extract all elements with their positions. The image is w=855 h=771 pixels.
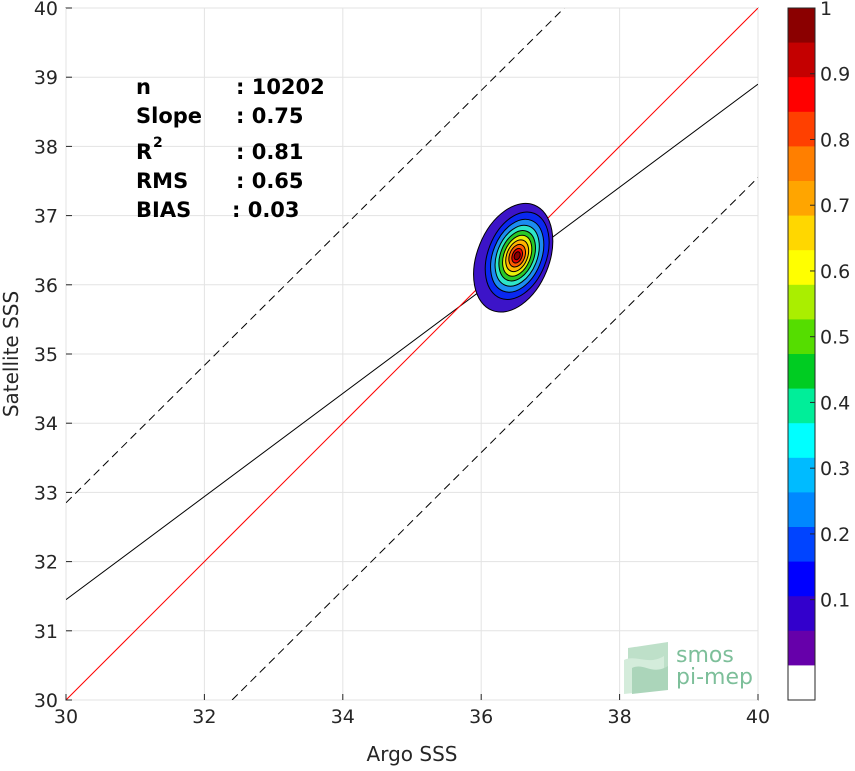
y-tick-label: 40	[34, 0, 58, 20]
colorbar-segment	[788, 8, 815, 44]
colorbar-segment	[788, 527, 815, 563]
x-tick-label: 30	[54, 706, 78, 728]
colorbar-segment	[788, 77, 815, 113]
contour-level	[513, 251, 521, 261]
reference-lines	[66, 8, 758, 700]
logo-wave-icon	[624, 642, 668, 694]
colorbar-frame	[787, 7, 816, 701]
identity-line	[66, 8, 758, 700]
stat-bias-value: : 0.03	[232, 198, 300, 222]
colorbar-segment	[788, 42, 815, 78]
colorbar-segment	[788, 250, 815, 286]
colorbar-segment	[788, 457, 815, 493]
stat-r2-value: : 0.81	[236, 140, 304, 164]
x-tick-label: 38	[608, 706, 632, 728]
logo-text-smos: smos	[676, 643, 734, 668]
x-tick-label: 32	[192, 706, 216, 728]
colorbar-segment	[788, 630, 815, 666]
density-contours	[473, 202, 554, 313]
colorbar-tick-label: 0.7	[820, 195, 850, 217]
colorbar	[787, 7, 816, 701]
colorbar-tick-label: 0.8	[820, 129, 850, 151]
smos-pi-mep-logo: smos pi-mep	[624, 642, 753, 694]
colorbar-segment	[788, 181, 815, 217]
y-tick-label: 31	[34, 621, 58, 643]
x-tick-label: 34	[331, 706, 355, 728]
stat-slope-label: Slope	[136, 104, 202, 128]
y-tick-label: 33	[34, 482, 58, 504]
x-tick-label: 36	[469, 706, 493, 728]
y-axis-ticks: 30 31 32 33 34 35 36 37 38 39 40	[34, 0, 72, 712]
colorbar-tick-label: 0.2	[820, 524, 850, 546]
upper-dashed-line	[66, 8, 565, 504]
y-tick-label: 37	[34, 206, 58, 228]
y-tick-label: 39	[34, 67, 58, 89]
stat-rms-value: : 0.65	[236, 169, 304, 193]
colorbar-segment	[788, 215, 815, 251]
grid-lines	[65, 7, 759, 701]
colorbar-tick-label: 0.3	[820, 458, 850, 480]
colorbar-segment	[788, 111, 815, 147]
y-axis-label: Satellite SSS	[0, 291, 23, 417]
x-axis-label: Argo SSS	[367, 742, 458, 766]
x-tick-label: 40	[746, 706, 770, 728]
y-tick-label: 38	[34, 136, 58, 158]
colorbar-tick-label: 0.6	[820, 261, 850, 283]
colorbar-tick-label: 1	[820, 0, 832, 20]
logo-text-pi-mep: pi-mep	[676, 665, 753, 690]
colorbar-segment	[788, 492, 815, 528]
y-tick-label: 34	[34, 413, 58, 435]
colorbar-segment	[788, 388, 815, 424]
stat-slope-value: : 0.75	[236, 104, 304, 128]
colorbar-segment	[788, 354, 815, 390]
regression-line	[66, 83, 758, 601]
colorbar-segment	[788, 596, 815, 632]
y-tick-label: 36	[34, 275, 58, 297]
stat-r2-label: R	[136, 140, 152, 164]
colorbar-tick-label: 0.9	[820, 64, 850, 86]
colorbar-ticks: 1 0.9 0.8 0.7 0.6 0.5 0.4 0.3 0.2 0.1	[810, 0, 850, 612]
lower-dashed-line	[231, 177, 758, 700]
stat-n-value: : 10202	[236, 75, 325, 99]
x-axis-ticks: 30 32 34 36 38 40	[54, 694, 770, 728]
colorbar-segment	[788, 423, 815, 459]
stat-bias-label: BIAS	[136, 198, 191, 222]
stat-n-label: n	[136, 75, 151, 99]
colorbar-segment	[788, 284, 815, 320]
colorbar-segment	[788, 561, 815, 597]
stat-r2-superscript: 2	[153, 135, 163, 151]
stats-box: n : 10202 Slope : 0.75 R 2 : 0.81 RMS : …	[136, 75, 325, 222]
colorbar-tick-label: 0.1	[820, 590, 850, 612]
stat-rms-label: RMS	[136, 169, 188, 193]
colorbar-segment	[788, 146, 815, 182]
y-tick-label: 32	[34, 552, 58, 574]
colorbar-tick-label: 0.4	[820, 392, 850, 414]
y-tick-label: 30	[34, 690, 58, 712]
y-tick-label: 35	[34, 344, 58, 366]
colorbar-segment	[788, 665, 815, 701]
colorbar-tick-label: 0.5	[820, 327, 850, 349]
